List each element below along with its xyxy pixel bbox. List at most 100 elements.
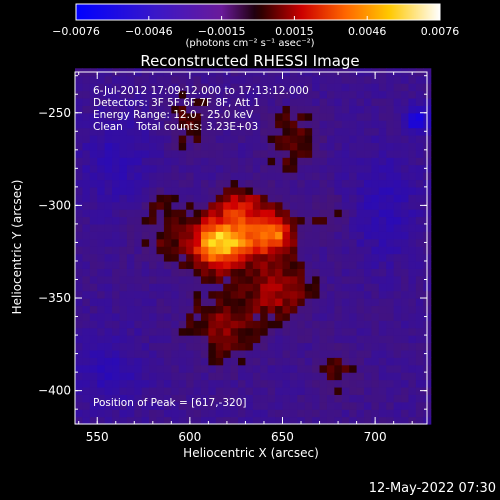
- heatmap-cell: [112, 342, 121, 351]
- heatmap-cell: [119, 290, 128, 299]
- heatmap-cell: [312, 90, 321, 99]
- heatmap-cell: [134, 157, 143, 166]
- heatmap-cell: [89, 357, 98, 366]
- heatmap-cell: [208, 268, 217, 277]
- heatmap-cell: [260, 246, 269, 255]
- heatmap-cell: [112, 127, 121, 136]
- heatmap-cell: [230, 305, 239, 314]
- heatmap-cell: [341, 312, 350, 321]
- heatmap-cell: [97, 379, 106, 388]
- heatmap-cell: [163, 201, 172, 210]
- heatmap-cell: [156, 386, 165, 395]
- heatmap-cell: [252, 372, 261, 381]
- heatmap-cell: [215, 194, 224, 203]
- heatmap-cell: [282, 186, 291, 195]
- heatmap-cell: [89, 112, 98, 121]
- heatmap-cell: [334, 357, 343, 366]
- heatmap-cell: [178, 97, 187, 106]
- heatmap-cell: [89, 342, 98, 351]
- heatmap-cell: [401, 83, 410, 92]
- heatmap-cell: [326, 75, 335, 84]
- heatmap-cell: [208, 149, 217, 158]
- heatmap-cell: [304, 172, 313, 181]
- heatmap-cell: [82, 194, 91, 203]
- heatmap-cell: [275, 172, 284, 181]
- heatmap-cell: [215, 386, 224, 395]
- heatmap-cell: [356, 112, 365, 121]
- heatmap-cell: [156, 90, 165, 99]
- heatmap-cell: [275, 290, 284, 299]
- heatmap-cell: [267, 298, 276, 307]
- heatmap-cell: [415, 194, 424, 203]
- heatmap-cell: [156, 290, 165, 299]
- heatmap-cell: [393, 127, 402, 136]
- heatmap-cell: [371, 260, 380, 269]
- heatmap-cell: [89, 216, 98, 225]
- heatmap-cell: [75, 83, 84, 92]
- heatmap-cell: [401, 209, 410, 218]
- heatmap-cell: [304, 290, 313, 299]
- heatmap-cell: [97, 105, 106, 114]
- heatmap-cell: [319, 290, 328, 299]
- heatmap-cell: [245, 283, 254, 292]
- heatmap-cell: [401, 246, 410, 255]
- heatmap-cell: [193, 401, 202, 410]
- heatmap-cell: [282, 97, 291, 106]
- heatmap-cell: [275, 83, 284, 92]
- heatmap-cell: [156, 112, 165, 121]
- heatmap-cell: [89, 275, 98, 284]
- heatmap-cell: [260, 194, 269, 203]
- heatmap-cell: [371, 379, 380, 388]
- heatmap-cell: [134, 357, 143, 366]
- heatmap-cell: [326, 231, 335, 240]
- heatmap-cell: [252, 83, 261, 92]
- heatmap-cell: [289, 305, 298, 314]
- heatmap-cell: [119, 246, 128, 255]
- heatmap-cell: [112, 105, 121, 114]
- heatmap-cell: [230, 231, 239, 240]
- heatmap-cell: [238, 357, 247, 366]
- heatmap-cell: [156, 172, 165, 181]
- heatmap-cell: [252, 349, 261, 358]
- heatmap-cell: [252, 179, 261, 188]
- heatmap-cell: [297, 342, 306, 351]
- heatmap-cell: [364, 186, 373, 195]
- heatmap-cell: [223, 327, 232, 336]
- heatmap-cell: [149, 379, 158, 388]
- heatmap-cell: [371, 298, 380, 307]
- heatmap-cell: [141, 209, 150, 218]
- heatmap-cell: [401, 260, 410, 269]
- heatmap-cell: [349, 157, 358, 166]
- heatmap-cell: [230, 223, 239, 232]
- heatmap-cell: [215, 105, 224, 114]
- heatmap-cell: [364, 201, 373, 210]
- heatmap-cell: [149, 298, 158, 307]
- heatmap-cell: [141, 372, 150, 381]
- heatmap-cell: [104, 386, 113, 395]
- heatmap-cell: [312, 416, 321, 425]
- heatmap-cell: [341, 238, 350, 247]
- heatmap-cell: [163, 379, 172, 388]
- heatmap-cell: [319, 327, 328, 336]
- heatmap-cell: [186, 112, 195, 121]
- timestamp: 12-May-2022 07:30: [368, 481, 496, 496]
- heatmap-cell: [267, 416, 276, 425]
- heatmap-cell: [208, 320, 217, 329]
- heatmap-cell: [378, 298, 387, 307]
- heatmap-cell: [178, 127, 187, 136]
- heatmap-cell: [386, 283, 395, 292]
- heatmap-cell: [364, 172, 373, 181]
- heatmap-cell: [178, 142, 187, 151]
- heatmap-cell: [319, 97, 328, 106]
- heatmap-cell: [356, 379, 365, 388]
- heatmap-cell: [386, 335, 395, 344]
- heatmap-cell: [349, 275, 358, 284]
- heatmap-cell: [126, 320, 135, 329]
- heatmap-cell: [141, 172, 150, 181]
- heatmap-cell: [149, 97, 158, 106]
- heatmap-cell: [408, 298, 417, 307]
- heatmap-cell: [97, 120, 106, 129]
- heatmap-cell: [163, 157, 172, 166]
- heatmap-cell: [408, 268, 417, 277]
- heatmap-cell: [275, 209, 284, 218]
